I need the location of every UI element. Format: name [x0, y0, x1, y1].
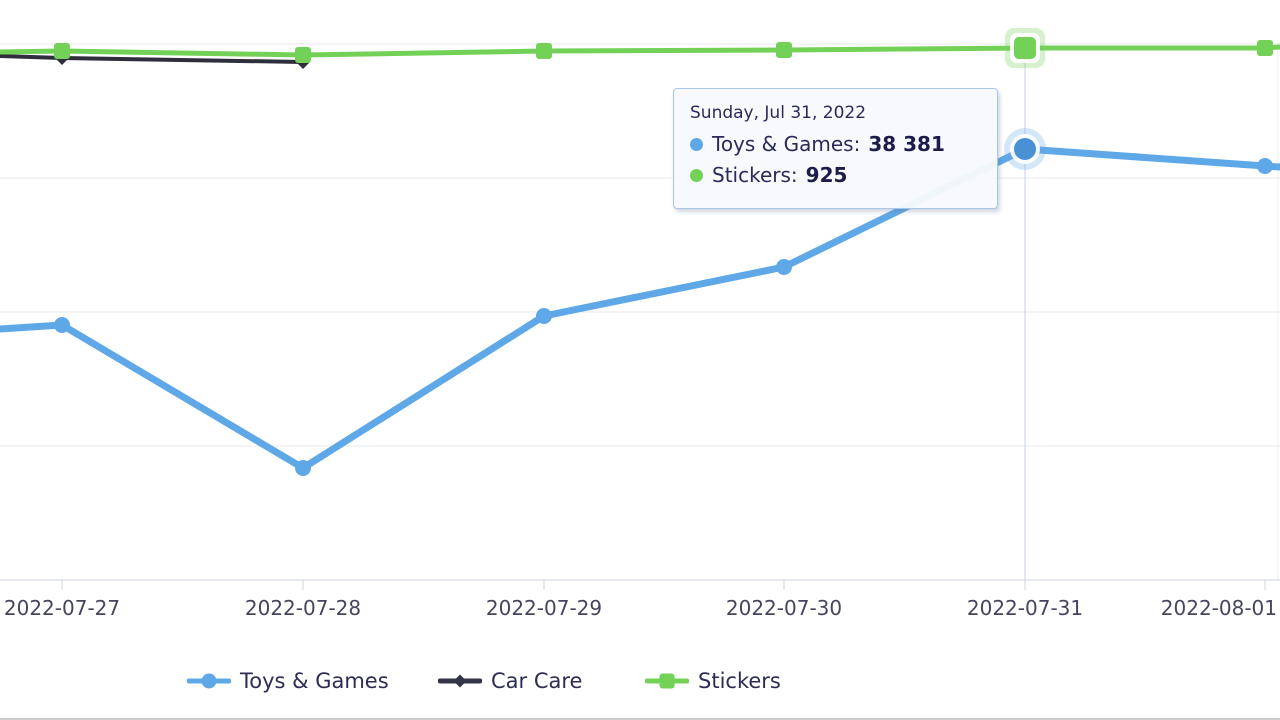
point-toys-games[interactable]	[295, 460, 311, 476]
legend-marker-square-icon	[644, 670, 690, 692]
series-line-car-care	[0, 54, 305, 64]
legend-label: Stickers	[698, 669, 781, 693]
gridlines	[0, 43, 1280, 580]
point-stickers[interactable]	[54, 43, 70, 59]
tooltip-row-stickers: Stickers: 925	[690, 160, 981, 191]
point-toys-games[interactable]	[536, 308, 552, 324]
series-stickers	[0, 28, 1280, 68]
x-axis-label: 2022-07-31	[966, 596, 1084, 620]
legend-item-car-care[interactable]: Car Care	[437, 660, 583, 702]
point-stickers[interactable]	[1257, 40, 1273, 56]
point-toys-games[interactable]	[776, 259, 792, 275]
legend-item-stickers[interactable]: Stickers	[644, 660, 781, 702]
legend-label: Car Care	[491, 669, 583, 693]
legend: Toys & Games Car Care Stickers	[0, 660, 1280, 702]
x-axis-label: 2022-07-27	[3, 596, 121, 620]
tooltip: Sunday, Jul 31, 2022 Toys & Games: 38 38…	[673, 88, 998, 209]
point-stickers[interactable]	[536, 43, 552, 59]
series-line-toys-games	[0, 145, 1280, 472]
legend-label: Toys & Games	[240, 669, 389, 693]
series-line-stickers	[0, 44, 1280, 58]
tooltip-series-label: Toys & Games:	[712, 132, 861, 156]
stickers-bullet-icon	[690, 169, 703, 182]
x-axis-label: 2022-07-28	[244, 596, 362, 620]
x-axis-label: 2022-08-01	[1160, 596, 1277, 620]
point-stickers[interactable]	[295, 47, 311, 63]
toys-games-bullet-icon	[690, 138, 703, 151]
x-axis-line	[0, 579, 1280, 590]
tooltip-date: Sunday, Jul 31, 2022	[690, 103, 867, 123]
tooltip-series-value: 925	[805, 163, 848, 187]
tooltip-row-toys-games: Toys & Games: 38 381	[690, 129, 981, 160]
tooltip-series-value: 38 381	[868, 132, 945, 156]
tooltip-series-label: Stickers:	[712, 163, 798, 187]
point-toys-games[interactable]	[1257, 158, 1273, 174]
point-toys-games[interactable]	[54, 317, 70, 333]
legend-marker-circle-icon	[186, 670, 232, 692]
x-axis-label: 2022-07-29	[485, 596, 603, 620]
x-axis: 2022-07-27 2022-07-28 2022-07-29 2022-07-30…	[0, 596, 1280, 622]
chart-bottom-border	[0, 718, 1280, 720]
x-axis-label: 2022-07-30	[725, 596, 843, 620]
legend-item-toys-games[interactable]: Toys & Games	[186, 660, 389, 702]
point-stickers-highlighted[interactable]	[1005, 28, 1045, 68]
legend-marker-diamond-icon	[437, 670, 483, 692]
point-toys-games-highlighted[interactable]	[1004, 128, 1046, 170]
point-stickers[interactable]	[776, 42, 792, 58]
series-toys-games	[0, 128, 1280, 476]
